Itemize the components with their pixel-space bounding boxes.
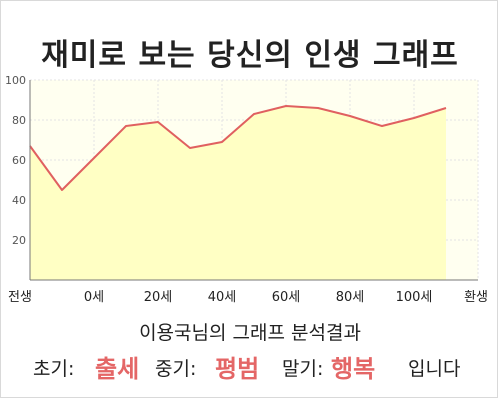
result-summary: 초기: 출세 중기: 평범 말기: 행복 입니다 — [0, 346, 500, 383]
early-value: 출세 — [95, 355, 140, 383]
mid-label: 중기: — [155, 358, 197, 380]
series-line — [29, 105, 447, 191]
analysis-subtitle: 이용국님의 그래프 분석결과 — [139, 322, 361, 344]
x-tick-label: 0세 — [84, 290, 104, 305]
x-tick-label: 60세 — [272, 290, 301, 305]
axes — [29, 80, 478, 281]
x-tick-labels: 전생 0세 20세 40세 60세 80세 100세 환생 — [8, 290, 488, 305]
x-tick-label: 40세 — [208, 290, 237, 305]
y-tick-label: 20 — [12, 234, 26, 247]
chart-title: 재미로 보는 당신의 인생 그래프 — [41, 38, 459, 73]
y-tick-label: 60 — [12, 154, 26, 167]
x-tick-label: 100세 — [396, 290, 433, 305]
x-tick-label: 80세 — [336, 290, 365, 305]
x-tick-label: 전생 — [8, 290, 32, 305]
y-tick-label: 40 — [12, 194, 26, 207]
x-tick-label: 20세 — [144, 290, 173, 305]
early-label: 초기: — [33, 358, 75, 380]
area-fill — [30, 106, 446, 280]
mid-value: 평범 — [215, 355, 260, 383]
x-tick-label: 환생 — [464, 290, 488, 305]
late-label: 말기: — [282, 358, 324, 380]
y-tick-label: 100 — [5, 74, 26, 87]
ending-text: 입니다 — [408, 358, 461, 380]
y-tick-label: 80 — [12, 114, 26, 127]
y-tick-labels: 20 40 60 80 100 — [5, 74, 26, 247]
late-value: 행복 — [331, 355, 376, 383]
